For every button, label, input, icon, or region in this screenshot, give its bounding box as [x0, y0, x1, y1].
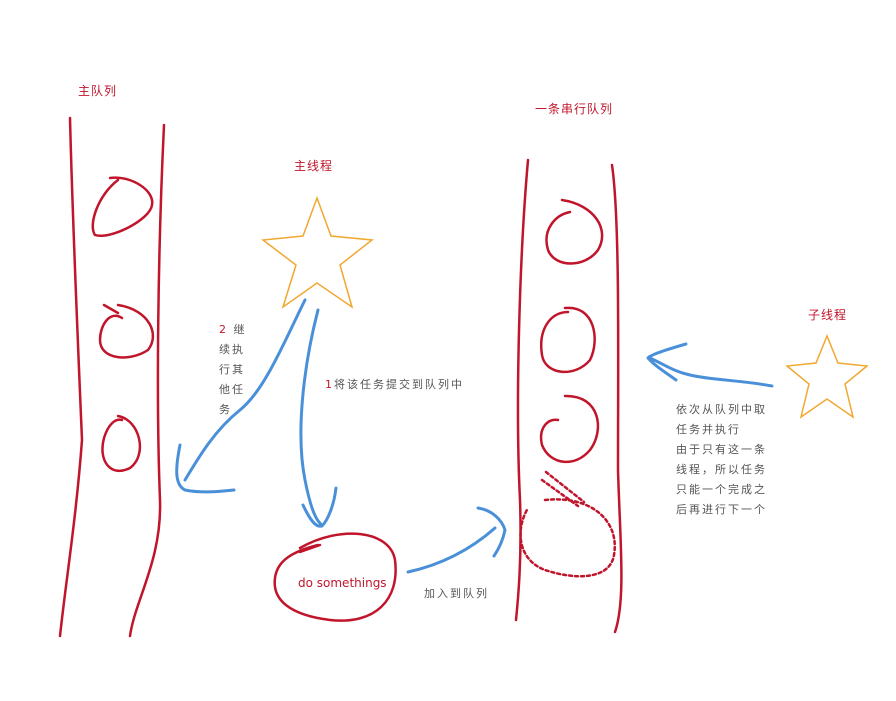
main-queue-label: 主队列 [78, 84, 118, 98]
child-note-line: 只能一个完成之 [676, 483, 767, 496]
arrows [175, 298, 774, 574]
step2-char: 务 [219, 403, 232, 416]
step2-char: 他任 [219, 383, 245, 396]
step2-note: 2 继 续执 行其 他任 务 [219, 320, 247, 420]
step2-char: 行其 [219, 363, 245, 376]
add-to-queue-label: 加入到队列 [424, 587, 489, 600]
child-note-line: 后再进行下一个 [676, 503, 767, 516]
main-thread-label: 主线程 [294, 159, 334, 173]
serial-queue-label: 一条串行队列 [535, 102, 614, 116]
step1-number: 1 [325, 378, 334, 391]
serial-task-1 [545, 198, 604, 265]
child-thread-star-icon [785, 334, 869, 419]
step2-line: 2 继 [219, 320, 247, 340]
task-box-label: do somethings [298, 576, 387, 590]
queue-task-1 [91, 176, 154, 238]
task-blob [273, 532, 397, 622]
child-note-line: 线程，所以任务 [676, 463, 767, 476]
child-note-line: 由于只有这一条 [676, 443, 767, 456]
arrow-continue-tasks [175, 298, 307, 494]
queue-task-3 [101, 414, 142, 473]
serial-queue-column [514, 158, 623, 634]
step2-char: 续执 [219, 343, 245, 356]
child-thread-note: 依次从队列中取 任务并执行 由于只有这一条 线程，所以任务 只能一个完成之 后再… [676, 400, 767, 520]
main-thread-star-icon [261, 195, 374, 309]
serial-task-3 [539, 394, 600, 464]
step1-note: 1将该任务提交到队列中 [325, 375, 464, 395]
child-note-line: 依次从队列中取 [676, 403, 767, 416]
serial-task-slot [519, 470, 617, 578]
step2-number: 2 [219, 323, 228, 336]
arrow-submit-task [299, 308, 338, 528]
queue-task-2 [98, 303, 154, 359]
step2-char: 继 [233, 323, 247, 336]
main-queue-column [58, 116, 166, 638]
step1-text: 将该任务提交到队列中 [334, 378, 464, 391]
arrow-fetch-from-queue [646, 342, 774, 388]
child-thread-label: 子线程 [808, 308, 848, 322]
arrow-add-to-queue [406, 506, 507, 574]
child-note-line: 任务并执行 [676, 423, 741, 436]
serial-task-2 [539, 306, 596, 374]
